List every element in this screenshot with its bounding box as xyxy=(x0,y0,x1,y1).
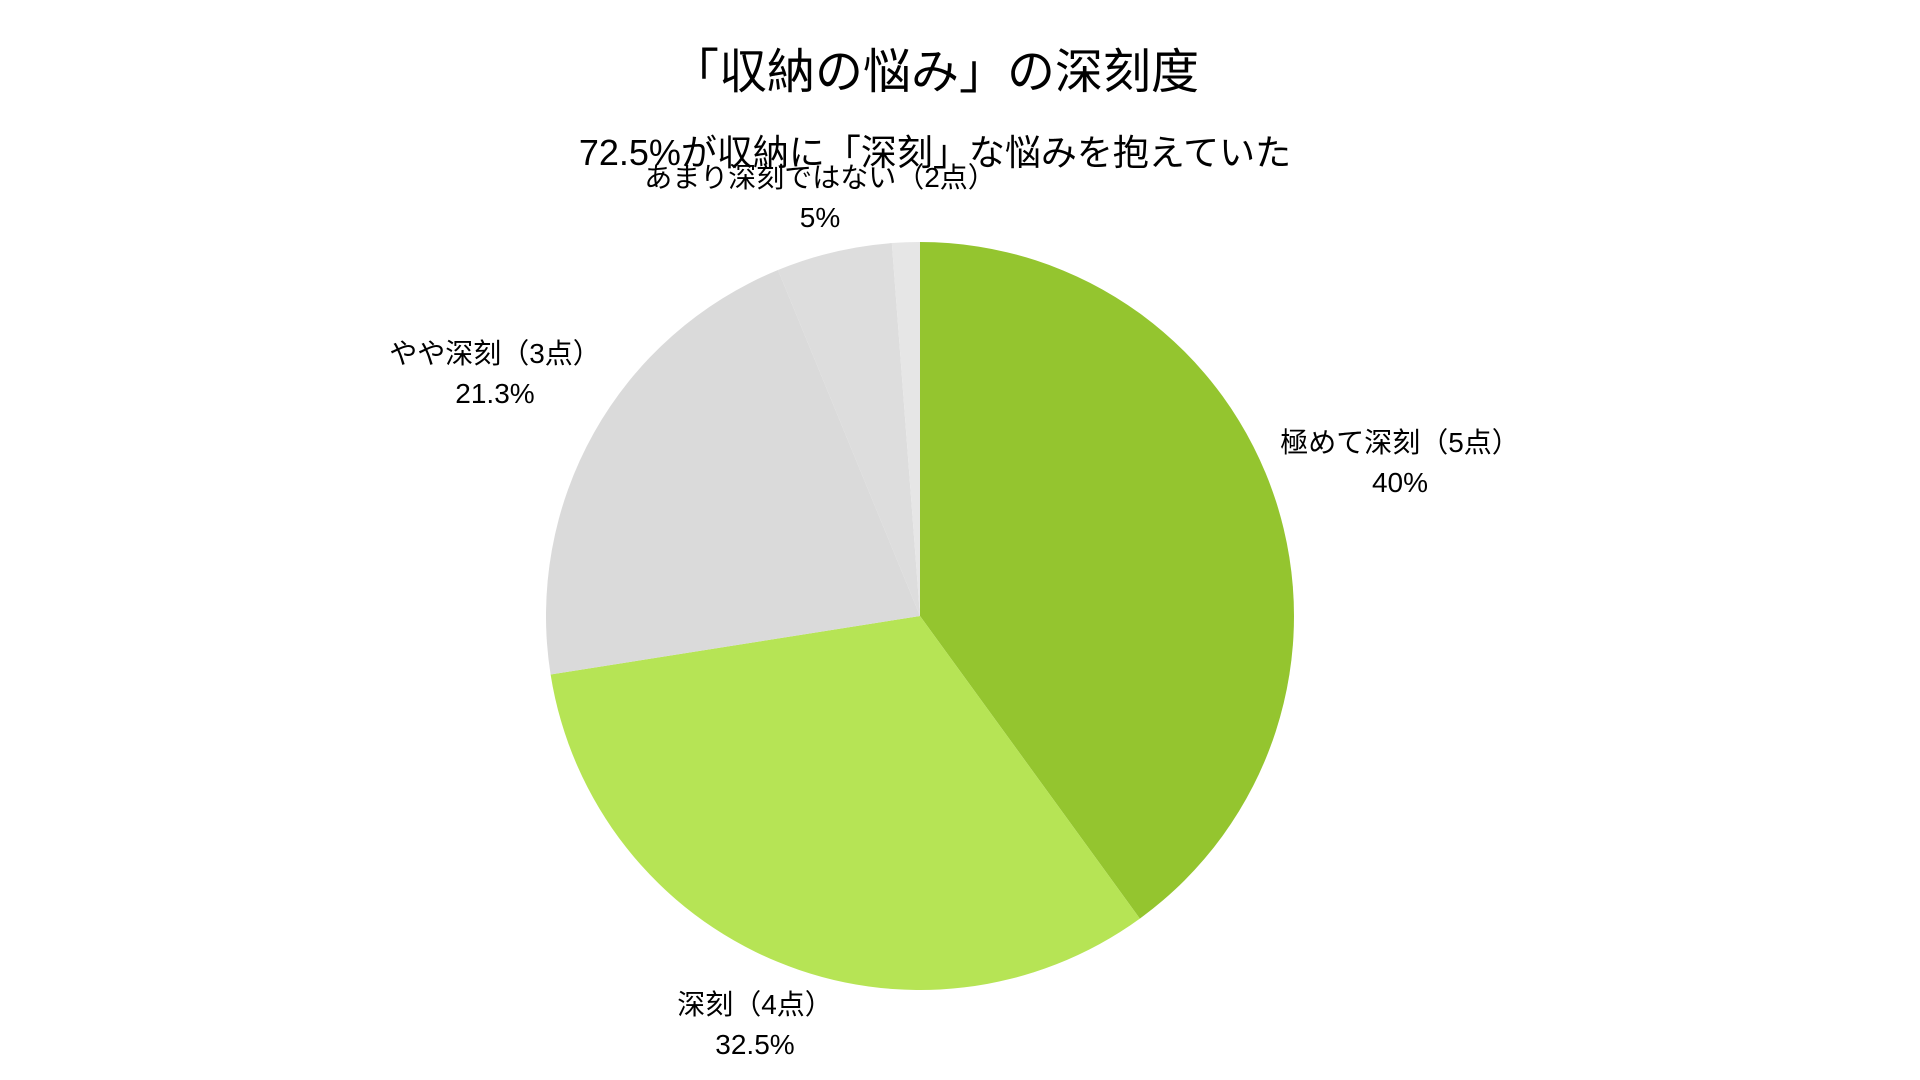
chart-subtitle: 72.5%が収納に「深刻」な悩みを抱えていた xyxy=(578,132,1292,173)
pie-chart xyxy=(546,242,1294,990)
slice-percent-text: 32.5% xyxy=(715,1029,795,1060)
slice-label-amari-shinkoku: あまり深刻ではない（2点） 5% xyxy=(644,158,996,238)
slice-percent-text: 21.3% xyxy=(455,378,535,409)
slice-label-yaya-shinkoku: やや深刻（3点） 21.3% xyxy=(389,334,601,414)
slice-label-kiwamete-shinkoku: 極めて深刻（5点） 40% xyxy=(1280,423,1520,503)
slice-label-shinkoku: 深刻（4点） 32.5% xyxy=(677,985,833,1065)
pie-slice-0 xyxy=(920,242,1294,919)
slice-label-text: あまり深刻ではない（2点） xyxy=(644,162,996,193)
slice-label-text: 極めて深刻（5点） xyxy=(1280,427,1520,458)
slice-label-text: やや深刻（3点） xyxy=(389,338,601,369)
chart-title: 「収納の悩み」の深刻度 xyxy=(670,46,1200,99)
slice-label-text: 深刻（4点） xyxy=(677,989,833,1020)
pie-slice-4 xyxy=(891,242,920,616)
pie-slice-2 xyxy=(546,270,920,675)
slice-percent-text: 40% xyxy=(1371,467,1429,498)
pie-slice-1 xyxy=(550,616,1140,990)
pie-slice-3 xyxy=(777,243,920,616)
slice-percent-text: 5% xyxy=(799,202,841,233)
